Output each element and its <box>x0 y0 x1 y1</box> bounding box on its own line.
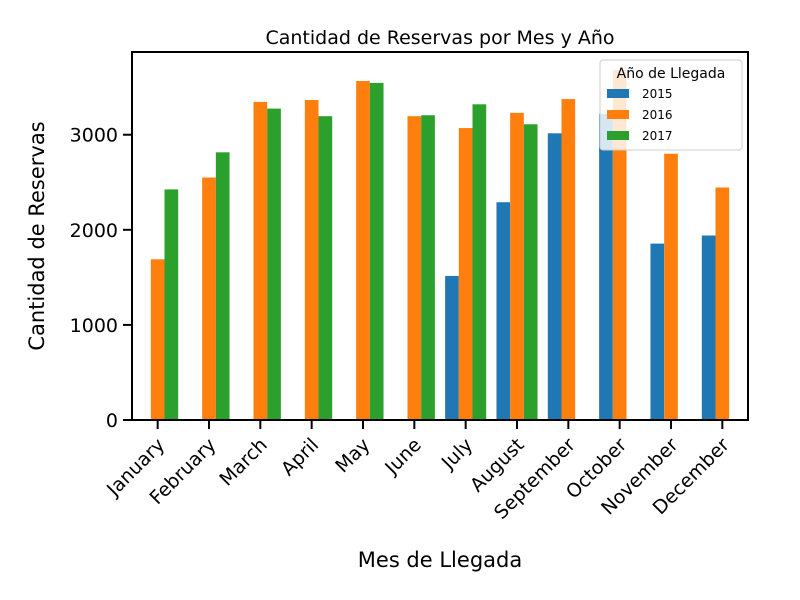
bar-2016-february <box>202 177 216 420</box>
bar-2016-october <box>612 70 627 420</box>
bar-2017-june <box>421 115 435 421</box>
x-tick-label-april: April <box>277 434 323 480</box>
bar-2016-july <box>458 128 473 420</box>
bar-2016-june <box>407 116 422 420</box>
bar-2015-august <box>496 202 511 420</box>
bar-2015-october <box>599 113 613 420</box>
plot-frame <box>131 51 749 421</box>
legend: Año de Llegada 2015 2016 2017 <box>599 59 743 151</box>
y-tick-label: 1000 <box>70 315 118 337</box>
bar-2016-august <box>510 112 524 421</box>
y-tick-label: 0 <box>106 410 118 432</box>
bar-2016-march <box>253 101 268 421</box>
y-axis-label: Cantidad de Reservas <box>25 121 49 350</box>
x-tick-label-june: June <box>380 434 426 480</box>
bar-2017-may <box>369 82 384 421</box>
legend-entry-2017: 2017 <box>642 129 673 143</box>
bar-2015-september <box>547 133 562 421</box>
legend-swatch-2017 <box>607 131 629 140</box>
legend-entry-2016: 2016 <box>642 108 673 122</box>
bar-2017-august <box>523 124 538 421</box>
y-tick-label: 3000 <box>70 125 118 147</box>
x-tick-label-july: July <box>437 434 477 474</box>
bar-2015-november <box>650 243 665 420</box>
bar-2016-september <box>561 99 576 420</box>
y-axis-ticks: 0 1000 2000 3000 <box>70 125 132 432</box>
legend-swatch-2016 <box>607 110 629 119</box>
bar-2015-december <box>701 235 716 420</box>
bar-2017-march <box>267 108 281 420</box>
legend-title: Año de Llegada <box>617 66 726 82</box>
bar-2017-february <box>215 152 230 420</box>
legend-frame <box>599 59 743 151</box>
bar-2017-april <box>318 116 333 420</box>
legend-swatch-2015 <box>607 89 629 98</box>
y-tick-label: 2000 <box>70 220 118 242</box>
bar-2016-december <box>715 187 730 420</box>
legend-entry-2015: 2015 <box>642 87 673 101</box>
bar-2016-january <box>150 259 165 420</box>
x-axis-label: Mes de Llegada <box>358 548 522 572</box>
x-tick-label-may: May <box>331 434 374 477</box>
legend-items: 2015 2016 2017 <box>607 87 673 143</box>
bar-2016-may <box>356 81 370 420</box>
chart-title: Cantidad de Reservas por Mes y Año <box>265 27 614 49</box>
x-tick-label-march: March <box>215 434 272 491</box>
bar-2016-november <box>664 153 678 420</box>
bar-2016-april <box>304 100 319 421</box>
bar-2017-january <box>164 189 179 420</box>
bars-group <box>150 70 730 421</box>
bar-2017-july <box>472 104 487 421</box>
bar-2015-july <box>445 275 459 420</box>
